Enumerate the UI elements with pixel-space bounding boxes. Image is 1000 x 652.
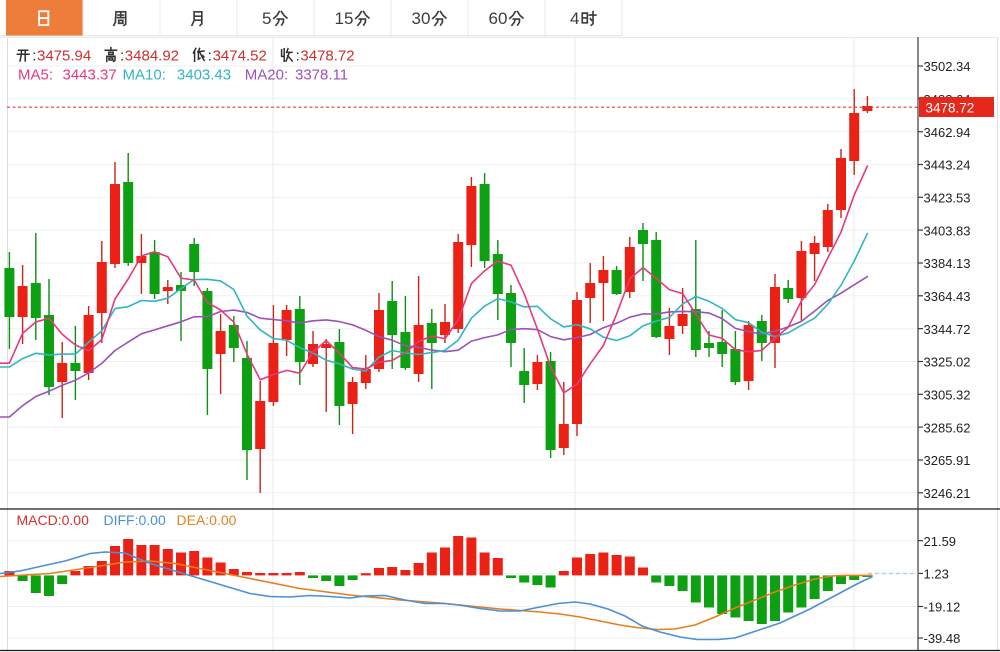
svg-text:3502.34: 3502.34 <box>924 59 971 74</box>
svg-text:MA20:: MA20: <box>245 67 288 84</box>
svg-text:3364.43: 3364.43 <box>924 289 971 304</box>
svg-text:3325.02: 3325.02 <box>924 355 971 370</box>
svg-text:3285.62: 3285.62 <box>924 420 971 435</box>
svg-text:3462.94: 3462.94 <box>924 125 971 140</box>
svg-text::: : <box>120 47 124 64</box>
svg-text:DEA:0.00: DEA:0.00 <box>177 512 237 528</box>
svg-text:3478.72: 3478.72 <box>926 100 975 115</box>
svg-text:3478.72: 3478.72 <box>300 47 354 64</box>
svg-text:1.23: 1.23 <box>924 567 949 582</box>
svg-text:4: 4 <box>570 9 579 28</box>
svg-text:60: 60 <box>489 9 508 28</box>
svg-text:3423.53: 3423.53 <box>924 191 971 206</box>
svg-text:3443.37: 3443.37 <box>63 67 117 84</box>
svg-text:3344.72: 3344.72 <box>924 322 971 337</box>
svg-text:3484.92: 3484.92 <box>125 47 179 64</box>
svg-text:3384.13: 3384.13 <box>924 256 971 271</box>
svg-text:3403.43: 3403.43 <box>177 67 231 84</box>
svg-text:30: 30 <box>412 9 431 28</box>
svg-text:3403.83: 3403.83 <box>924 223 971 238</box>
svg-text:MA5:: MA5: <box>18 67 53 84</box>
svg-text:5: 5 <box>262 9 271 28</box>
svg-text:MACD:0.00: MACD:0.00 <box>17 512 90 528</box>
svg-text:3474.52: 3474.52 <box>213 47 267 64</box>
svg-text::: : <box>208 47 212 64</box>
svg-text:15: 15 <box>335 9 354 28</box>
svg-text:3265.91: 3265.91 <box>924 453 971 468</box>
svg-text:3443.24: 3443.24 <box>924 158 971 173</box>
svg-text:3246.21: 3246.21 <box>924 486 971 501</box>
svg-text:MA10:: MA10: <box>123 67 166 84</box>
svg-text::: : <box>32 47 36 64</box>
svg-text:DIFF:0.00: DIFF:0.00 <box>104 512 166 528</box>
svg-text:-39.48: -39.48 <box>924 631 961 646</box>
svg-text:-19.12: -19.12 <box>924 600 961 615</box>
svg-text::: : <box>296 47 300 64</box>
svg-text:3475.94: 3475.94 <box>37 47 91 64</box>
svg-text:3378.11: 3378.11 <box>295 67 348 84</box>
svg-text:21.59: 21.59 <box>924 534 957 549</box>
svg-text:3305.32: 3305.32 <box>924 388 971 403</box>
